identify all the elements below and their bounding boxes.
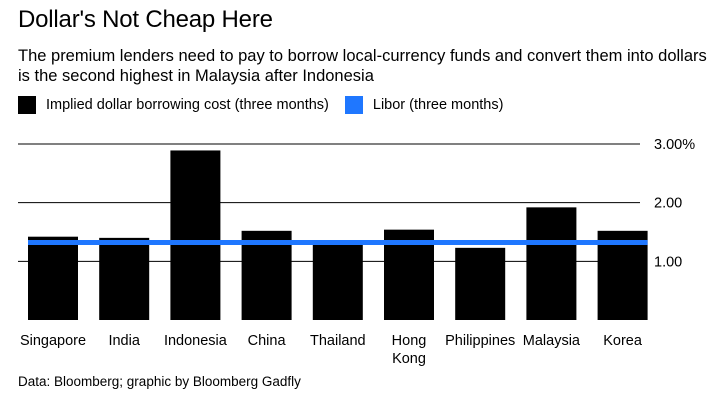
x-tick-label: Kong: [392, 351, 426, 367]
x-tick-label: Philippines: [445, 333, 515, 349]
x-tick-label: Hong: [392, 333, 427, 349]
bar: [455, 247, 506, 320]
legend-item-libor: Libor (three months): [344, 96, 504, 114]
x-tick-label: Thailand: [310, 333, 366, 349]
chart-title: Dollar's Not Cheap Here: [18, 6, 273, 33]
chart-subtitle: The premium lenders need to pay to borro…: [18, 47, 707, 85]
legend-swatch-borrowing-cost: [18, 96, 36, 114]
x-tick-label: Malaysia: [523, 333, 581, 349]
y-tick-label: 3.00%: [654, 137, 695, 153]
bar: [28, 236, 78, 320]
legend-item-borrowing-cost: Implied dollar borrowing cost (three mon…: [18, 96, 329, 114]
bar: [597, 230, 648, 320]
x-tick-label: China: [248, 333, 287, 349]
y-tick-label: 1.00: [654, 254, 682, 270]
x-tick-label: Korea: [603, 333, 643, 349]
x-tick-label: Indonesia: [164, 333, 228, 349]
legend-swatch-libor: [344, 96, 363, 114]
legend: Implied dollar borrowing cost (three mon…: [18, 96, 519, 114]
legend-label-libor: Libor (three months): [372, 97, 504, 113]
bar: [526, 207, 577, 320]
y-tick-label: 2.00: [654, 196, 682, 212]
legend-label-borrowing-cost: Implied dollar borrowing cost (three mon…: [46, 97, 329, 113]
bar: [312, 243, 363, 320]
x-tick-label: Singapore: [20, 333, 86, 349]
bar: [241, 230, 292, 320]
x-tick-label: India: [108, 333, 140, 349]
bar: [170, 150, 221, 320]
source-note: Data: Bloomberg; graphic by Bloomberg Ga…: [18, 374, 301, 389]
bar: [99, 237, 150, 320]
